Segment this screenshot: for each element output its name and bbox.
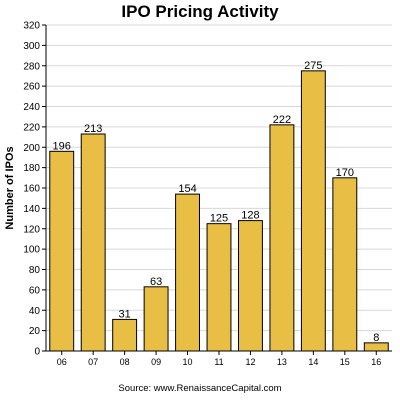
bar-15 bbox=[332, 177, 358, 352]
bar-11 bbox=[206, 223, 232, 352]
y-axis-label: Number of IPOs bbox=[4, 146, 16, 229]
y-tick-label: 140 bbox=[23, 204, 40, 215]
data-label: 196 bbox=[53, 140, 71, 152]
data-label: 213 bbox=[84, 123, 102, 135]
y-tick-label: 280 bbox=[23, 61, 40, 72]
y-tick-label: 160 bbox=[23, 184, 40, 195]
x-tick-label: 12 bbox=[245, 357, 255, 367]
data-label: 125 bbox=[210, 213, 228, 225]
source-note: Source: www.RenaissanceCapital.com bbox=[118, 383, 282, 394]
x-tick-label: 07 bbox=[88, 357, 98, 367]
y-tick-label: 80 bbox=[29, 265, 41, 276]
bar-06 bbox=[49, 150, 75, 352]
y-tick-label: 320 bbox=[23, 21, 40, 32]
bar-14 bbox=[300, 70, 326, 352]
data-label: 63 bbox=[150, 276, 162, 288]
x-tick-label: 16 bbox=[371, 357, 381, 367]
y-tick-label: 40 bbox=[29, 306, 41, 317]
bar-12 bbox=[238, 220, 263, 352]
y-tick-label: 60 bbox=[29, 285, 41, 296]
x-tick-label: 13 bbox=[277, 357, 287, 367]
data-label: 170 bbox=[336, 167, 354, 179]
bar-09 bbox=[143, 286, 169, 352]
data-label: 275 bbox=[304, 60, 322, 72]
x-tick-label: 10 bbox=[183, 357, 193, 367]
x-tick-label: 09 bbox=[151, 357, 161, 367]
x-tick-label: 14 bbox=[308, 357, 318, 367]
bar-07 bbox=[80, 133, 106, 352]
x-tick-label: 11 bbox=[214, 357, 223, 367]
data-label: 154 bbox=[178, 183, 196, 195]
bar-13 bbox=[269, 124, 295, 352]
y-tick-label: 220 bbox=[23, 122, 40, 133]
chart-title: IPO Pricing Activity bbox=[121, 2, 279, 21]
y-tick-label: 180 bbox=[23, 163, 40, 174]
y-tick-label: 120 bbox=[23, 224, 40, 235]
data-label: 128 bbox=[241, 210, 259, 222]
x-tick-label: 15 bbox=[340, 357, 350, 367]
y-tick-label: 240 bbox=[23, 102, 40, 113]
y-tick-label: 20 bbox=[29, 326, 41, 337]
data-label: 8 bbox=[373, 332, 379, 344]
y-tick-label: 100 bbox=[23, 245, 40, 256]
y-tick-label: 300 bbox=[23, 41, 40, 52]
y-tick-label: 0 bbox=[34, 347, 40, 358]
data-label: 222 bbox=[273, 114, 291, 126]
data-label: 31 bbox=[119, 308, 131, 320]
x-tick-label: 08 bbox=[120, 357, 130, 367]
x-tick-label: 06 bbox=[57, 357, 67, 367]
y-tick-label: 200 bbox=[23, 143, 40, 154]
bar-08 bbox=[112, 318, 138, 352]
bar-10 bbox=[175, 193, 200, 352]
bar-16 bbox=[363, 342, 389, 352]
y-tick-label: 260 bbox=[23, 82, 40, 93]
